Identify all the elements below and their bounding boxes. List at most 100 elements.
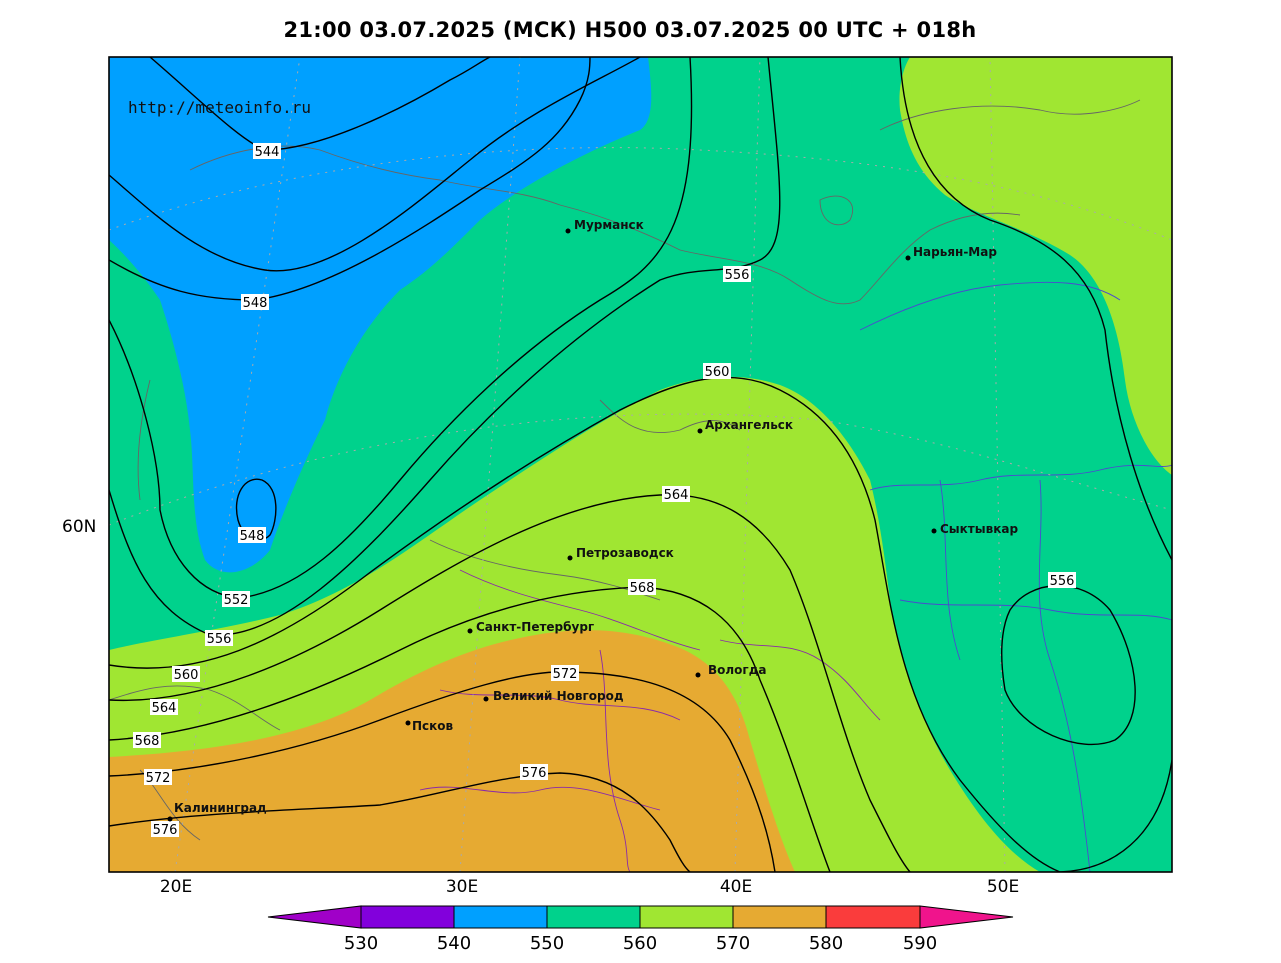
lon-label-30e: 30E: [446, 877, 478, 897]
city-pskov: Псков: [405, 719, 454, 733]
contour-label: 560: [703, 363, 731, 380]
band-570-580: [109, 630, 795, 872]
city-naryan-mar: Нарьян-Мар: [905, 245, 997, 261]
svg-text:Мурманск: Мурманск: [574, 218, 644, 232]
contour-label: 564: [662, 486, 690, 503]
contour-544-top: [149, 57, 491, 151]
contour-label: 548: [241, 294, 269, 311]
city-syktyvkar: Сыктывкар: [931, 522, 1018, 536]
colorbar-tick: 530: [344, 933, 378, 954]
colorbar-tick: 590: [903, 933, 937, 954]
city-saint-petersburg: Санкт-Петербург: [467, 620, 594, 634]
svg-text:Нарьян-Мар: Нарьян-Мар: [913, 245, 997, 259]
colorbar-560-570: [639, 905, 734, 929]
svg-text:544: 544: [255, 145, 280, 160]
lat-label-60n: 60N: [62, 517, 96, 537]
lon-label-40e: 40E: [720, 877, 752, 897]
contour-lines: [109, 57, 1172, 872]
svg-text:Псков: Псков: [412, 719, 454, 733]
contour-548: [109, 57, 591, 301]
svg-text:556: 556: [725, 268, 750, 283]
contour-label: 564: [150, 699, 178, 716]
colorbar-extend-right: [919, 905, 1014, 929]
contour-556-east: [899, 57, 1172, 561]
region-borders: [419, 569, 881, 872]
svg-text:568: 568: [135, 734, 160, 749]
city-arkhangelsk: Архангельск: [697, 418, 793, 434]
svg-text:Петрозаводск: Петрозаводск: [576, 546, 674, 560]
city-vologda: Вологда: [695, 663, 766, 678]
svg-text:576: 576: [153, 823, 178, 838]
colorbar-550-560: [546, 905, 641, 929]
contour-544: [109, 57, 641, 272]
city-murmansk: Мурманск: [565, 218, 644, 234]
contour-560: [109, 376, 1061, 872]
colorbar-530-540: [360, 905, 455, 929]
watermark-url: http://meteoinfo.ru: [128, 98, 311, 117]
contour-568: [109, 586, 831, 872]
contour-label: 560: [172, 666, 200, 683]
colorbar-540-550: [453, 905, 548, 929]
contour-556: [109, 57, 781, 636]
colorbar-tick: 570: [716, 933, 750, 954]
map-title: 21:00 03.07.2025 (МСК) H500 03.07.2025 0…: [283, 18, 977, 42]
contour-576: [109, 772, 691, 872]
svg-text:556: 556: [1050, 574, 1075, 589]
contour-552: [109, 57, 693, 599]
svg-text:564: 564: [664, 488, 689, 503]
contour-label: 576: [151, 821, 179, 838]
svg-text:Великий Новгород: Великий Новгород: [493, 689, 624, 703]
svg-text:Архангельск: Архангельск: [705, 418, 793, 432]
band-540-550: [109, 57, 652, 573]
contour-label: 556: [1048, 572, 1076, 589]
contour-label: 572: [551, 665, 579, 682]
svg-text:556: 556: [207, 632, 232, 647]
svg-text:552: 552: [224, 593, 249, 608]
map-frame: [108, 56, 1173, 873]
svg-text:576: 576: [522, 766, 547, 781]
svg-text:Калининград: Калининград: [174, 801, 267, 815]
svg-text:564: 564: [152, 701, 177, 716]
city-petrozavodsk: Петрозаводск: [567, 546, 674, 561]
admin-borders: [859, 281, 1172, 872]
svg-text:Вологда: Вологда: [708, 663, 766, 677]
colorbar-extend-left: [267, 905, 362, 929]
svg-text:Санкт-Петербург: Санкт-Петербург: [476, 620, 594, 634]
contour-label: 552: [222, 591, 250, 608]
colorbar-570-580: [732, 905, 827, 929]
contour-label: 556: [723, 266, 751, 283]
svg-text:572: 572: [146, 771, 171, 786]
city-kaliningrad: Калининград: [167, 801, 267, 822]
contour-label: 576: [520, 764, 548, 781]
contour-label: 548: [238, 527, 266, 544]
lon-label-50e: 50E: [987, 877, 1019, 897]
city-veliky-novgorod: Великий Новгород: [483, 689, 624, 703]
colorbar-tick: 540: [437, 933, 471, 954]
contour-556-ring: [1001, 584, 1136, 746]
contour-label: 544: [253, 143, 281, 160]
colorbar-tick: 580: [809, 933, 843, 954]
svg-text:Сыктывкар: Сыктывкар: [940, 522, 1018, 536]
colorbar-tick: 560: [623, 933, 657, 954]
contour-label: 556: [205, 630, 233, 647]
filled-contours: [109, 57, 1172, 872]
svg-text:568: 568: [630, 581, 655, 596]
lon-label-20e: 20E: [160, 877, 192, 897]
contour-label: 568: [628, 579, 656, 596]
graticule: [109, 57, 1172, 872]
svg-text:548: 548: [243, 296, 268, 311]
contour-556-se: [1059, 759, 1172, 872]
svg-text:560: 560: [705, 365, 730, 380]
colorbar-tick: 550: [530, 933, 564, 954]
colorbar-580-590: [825, 905, 921, 929]
contour-label: 572: [144, 769, 172, 786]
svg-text:548: 548: [240, 529, 265, 544]
band-560-570-ne: [899, 57, 1172, 475]
city-markers: Мурманск Нарьян-Мар Архангельск Сыктывка…: [167, 218, 1018, 822]
contour-value-labels: 544 548 548 552 556 556 556 560 560 564 …: [133, 143, 1076, 838]
colorbar: 530 540 550 560 570 580 590: [267, 905, 1014, 954]
contour-label: 568: [133, 732, 161, 749]
svg-text:560: 560: [174, 668, 199, 683]
svg-text:572: 572: [553, 667, 578, 682]
